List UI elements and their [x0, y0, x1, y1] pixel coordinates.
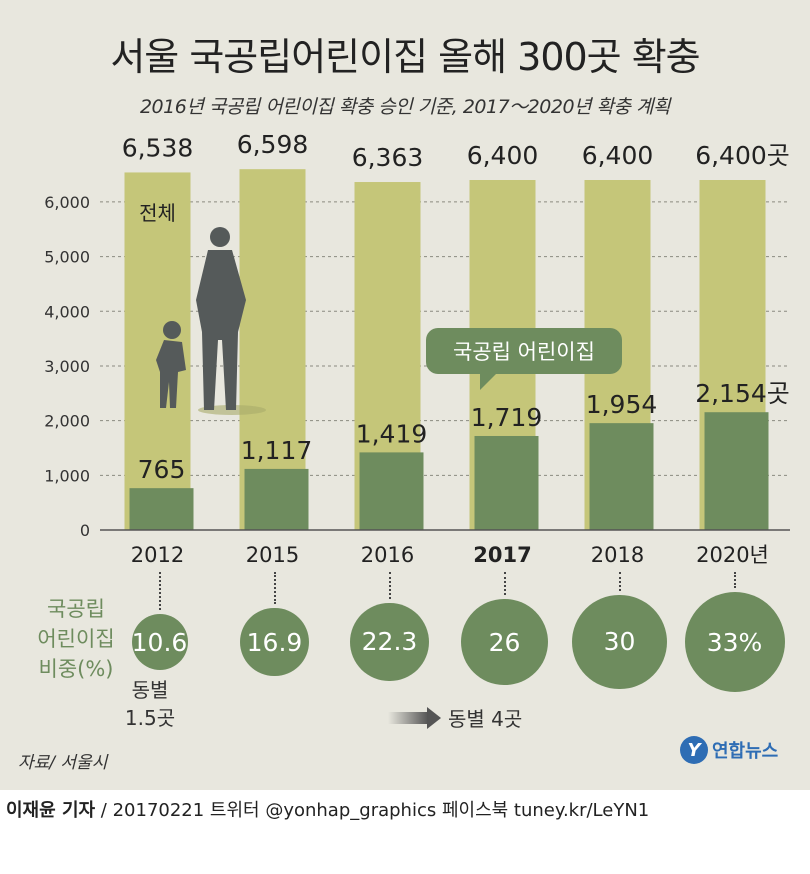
- connector-dots: [733, 572, 736, 588]
- x-category-label: 2018: [591, 543, 644, 567]
- bar-chart: 0 1,000 2,000 3,000 4,000 5,000 6,000 6,538 6,59…: [44, 130, 790, 567]
- share-circle: 26: [461, 598, 548, 686]
- footer-credit: 이재윤 기자 / 20170221 트위터 @yonhap_graphics 페…: [6, 796, 649, 822]
- connector-dots: [158, 572, 161, 610]
- public-value-label: 1,117: [241, 436, 313, 465]
- share-circle: 10.6: [131, 614, 188, 670]
- public-bar: [589, 423, 654, 530]
- x-category-label: 2017: [473, 543, 531, 567]
- y-tick-label: 2,000: [44, 412, 90, 431]
- public-value-label: 765: [138, 455, 186, 484]
- total-value-label: 6,538: [122, 133, 194, 162]
- page-subtitle: 2016년 국공립 어린이집 확충 승인 기준, 2017～2020년 확충 계…: [139, 96, 671, 118]
- arrow-icon: [388, 712, 428, 724]
- public-value-label: 1,419: [356, 419, 428, 448]
- connector-dots: [388, 572, 391, 599]
- y-tick-label: 4,000: [44, 302, 90, 321]
- public-daycare-callout: 국공립 어린이집: [426, 328, 622, 374]
- y-tick-label: 0: [80, 521, 90, 540]
- public-value-label: 1,719: [471, 403, 543, 432]
- woman-silhouette-icon: [196, 250, 246, 410]
- total-series-label: 전체: [139, 201, 176, 225]
- share-circle: 16.9: [240, 607, 309, 677]
- yonhap-logo: Y 연합뉴스: [680, 736, 778, 764]
- yonhap-logo-icon: Y: [680, 736, 708, 764]
- public-bar: [244, 468, 309, 530]
- share-circle: 33%: [684, 592, 785, 692]
- y-tick-label: 3,000: [44, 357, 90, 376]
- total-value-label: 6,400곳: [695, 141, 790, 170]
- share-label-line: 국공립: [47, 597, 105, 621]
- woman-head-icon: [210, 227, 230, 247]
- total-value-label: 6,400: [467, 141, 539, 170]
- reporter-name: 이재윤 기자: [6, 800, 96, 821]
- logo-text: 연합뉴스: [712, 741, 779, 762]
- note-line: 1.5곳: [124, 706, 176, 730]
- share-label: 국공립 어린이집 비중(%): [26, 594, 126, 684]
- connector-dots: [273, 572, 276, 604]
- child-silhouette-icon: [156, 340, 186, 408]
- public-bar: [704, 412, 769, 530]
- source-note: 자료/ 서울시: [18, 753, 108, 773]
- public-value-label: 2,154곳: [695, 379, 790, 408]
- x-category-label: 2020년: [696, 543, 769, 567]
- total-value-label: 6,363: [352, 143, 424, 172]
- callout-tail: [480, 372, 498, 390]
- total-value-label: 6,400: [582, 141, 654, 170]
- share-label-line: 어린이집: [37, 627, 115, 651]
- public-bar: [474, 435, 539, 530]
- share-circle: 22.3: [350, 602, 429, 682]
- note-line: 동별: [131, 678, 169, 702]
- share-circle: 30: [572, 594, 667, 690]
- connector-dots: [618, 572, 621, 591]
- public-value-label: 1,954: [586, 390, 658, 419]
- child-head-icon: [163, 321, 181, 339]
- footer-rest: / 20170221 트위터 @yonhap_graphics 페이스북 tun…: [95, 800, 650, 821]
- share-label-line: 비중(%): [38, 657, 114, 681]
- y-tick-label: 5,000: [44, 248, 90, 267]
- public-bar: [359, 452, 424, 530]
- y-tick-label: 6,000: [44, 193, 90, 212]
- x-category-label: 2016: [361, 543, 414, 567]
- y-tick-label: 1,000: [44, 466, 90, 485]
- total-value-label: 6,598: [237, 130, 309, 159]
- x-category-label: 2015: [246, 543, 299, 567]
- arrow-head-icon: [427, 707, 441, 729]
- connector-dots: [503, 572, 506, 595]
- per-dong-note-target: 동별 4곳: [448, 707, 523, 731]
- x-category-label: 2012: [131, 543, 184, 567]
- public-bar: [129, 488, 194, 530]
- per-dong-note-2012: 동별 1.5곳: [110, 676, 190, 732]
- page-title: 서울 국공립어린이집 올해 300곳 확충: [110, 35, 700, 79]
